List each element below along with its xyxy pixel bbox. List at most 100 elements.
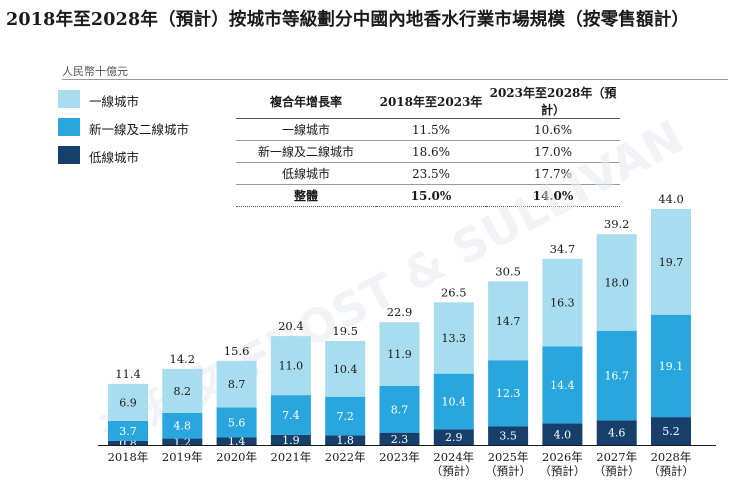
x-tick-label: 2023年: [379, 450, 420, 464]
segment-value-label: 1.8: [336, 434, 354, 447]
bar-segment-lower-tier: [596, 420, 637, 445]
bar-segment-tier1: [162, 368, 203, 413]
x-tick-label: 2022年: [325, 450, 366, 464]
segment-value-label: 1.9: [282, 434, 300, 447]
legend-label-lower-tier: 低線城市: [89, 150, 140, 165]
x-tick-label: 2026年: [542, 450, 583, 464]
cagr-value: 14.0%: [486, 184, 620, 207]
cagr-value: 18.6%: [376, 140, 486, 163]
segment-value-label: 4.8: [174, 420, 192, 433]
bar-total-label: 19.5: [332, 324, 358, 338]
bar-total-label: 14.2: [169, 352, 195, 366]
bar-segment-new-tier1-tier2: [488, 360, 529, 427]
cagr-table: 複合年增長率 2018年至2023年 2023年至2028年（預計） 一線城市 …: [236, 84, 620, 207]
segment-value-label: 2.3: [391, 433, 409, 446]
bar-segment-new-tier1-tier2: [379, 386, 420, 433]
legend-label-new-tier1-tier2: 新一線及二線城市: [89, 122, 190, 137]
x-tick-label: 2025年: [488, 450, 529, 464]
x-tick-label: （預計）: [594, 464, 640, 478]
legend-swatch-tier1: [58, 90, 80, 108]
segment-value-label: 4.0: [554, 428, 572, 441]
bar-segment-new-tier1-tier2: [216, 407, 257, 438]
segment-value-label: 8.2: [174, 385, 192, 398]
x-tick-label: 2027年: [596, 450, 637, 464]
bar-total-label: 30.5: [495, 264, 521, 278]
segment-value-label: 5.6: [228, 416, 246, 429]
cagr-value: 23.5%: [376, 162, 486, 185]
x-tick-label: 2028年: [651, 450, 692, 464]
bar-segment-new-tier1-tier2: [596, 330, 637, 421]
bar-segment-lower-tier: [162, 438, 203, 445]
segment-value-label: 6.9: [119, 396, 137, 409]
x-tick-label: 2019年: [162, 450, 203, 464]
x-tick-label: （預計）: [539, 464, 585, 478]
bar-segment-tier1: [433, 302, 474, 374]
segment-value-label: 19.7: [659, 256, 684, 269]
cagr-row-label: 一線城市: [236, 118, 376, 141]
bar-segment-tier1: [379, 322, 420, 386]
chart-title: 2018年至2028年（預計）按城市等級劃分中國內地香水行業市場規模（按零售額計…: [6, 10, 690, 30]
cagr-row-label: 整體: [236, 184, 376, 207]
bar-segment-tier1: [488, 281, 529, 361]
segment-value-label: 16.7: [604, 370, 629, 383]
segment-value-label: 10.4: [442, 396, 467, 409]
bar-total-label: 20.4: [278, 319, 304, 333]
segment-value-label: 8.7: [228, 378, 246, 391]
bar-total-label: 26.5: [441, 285, 467, 299]
bar-total-label: 44.0: [658, 192, 684, 206]
segment-value-label: 2.9: [445, 431, 463, 444]
segment-value-label: 3.7: [119, 425, 137, 438]
cagr-header-2023-2028: 2023年至2028年（預計）: [486, 84, 620, 119]
cagr-row-label: 新一線及二線城市: [236, 140, 376, 163]
bar-segment-tier1: [270, 336, 311, 396]
bar-segment-tier1: [596, 234, 637, 331]
cagr-header-2018-2023: 2018年至2023年: [376, 84, 486, 119]
unit-divider: [62, 79, 728, 80]
cagr-row-total: 整體 15.0% 14.0%: [236, 184, 620, 207]
segment-value-label: 12.3: [496, 387, 521, 400]
cagr-row-new-tier1-tier2: 新一線及二線城市 18.6% 17.0%: [236, 140, 620, 163]
bar-segment-new-tier1-tier2: [325, 396, 366, 436]
segment-value-label: 18.0: [604, 276, 629, 289]
cagr-row-lower-tier: 低線城市 23.5% 17.7%: [236, 162, 620, 185]
bar-segment-tier1: [325, 340, 366, 397]
bar-segment-tier1: [651, 209, 691, 315]
cagr-header-label: 複合年增長率: [236, 84, 376, 119]
segment-value-label: 4.6: [608, 427, 626, 440]
cagr-value: 17.0%: [486, 140, 620, 163]
segment-value-label: 5.2: [662, 425, 680, 438]
x-tick-label: （預計）: [431, 464, 477, 478]
cagr-value: 17.7%: [486, 162, 620, 185]
bar-segment-lower-tier: [379, 432, 420, 445]
bar-segment-tier1: [216, 360, 257, 408]
bar-segment-new-tier1-tier2: [542, 346, 583, 424]
x-tick-label: （預計）: [485, 464, 531, 478]
segment-value-label: 7.4: [282, 409, 300, 422]
x-tick-label: 2018年: [108, 450, 149, 464]
unit-label: 人民幣十億元: [62, 65, 128, 78]
bar-segment-lower-tier: [488, 426, 529, 445]
cagr-value: 15.0%: [376, 184, 486, 207]
cagr-row-label: 低線城市: [236, 162, 376, 185]
bar-segment-new-tier1-tier2: [270, 395, 311, 435]
segment-value-label: 14.7: [496, 315, 521, 328]
cagr-row-tier1: 一線城市 11.5% 10.6%: [236, 118, 620, 141]
x-tick-label: （預計）: [648, 464, 694, 478]
legend-swatch-new-tier1-tier2: [58, 118, 80, 136]
segment-value-label: 7.2: [336, 410, 354, 423]
segment-value-label: 16.3: [550, 297, 575, 310]
bar-total-label: 11.4: [115, 367, 141, 381]
bar-segment-tier1: [542, 258, 583, 347]
segment-value-label: 10.4: [333, 363, 358, 376]
bar-segment-lower-tier: [651, 417, 691, 445]
bar-total-label: 15.6: [224, 344, 250, 358]
bar-segment-tier1: [108, 383, 148, 421]
bar-segment-lower-tier: [108, 440, 148, 445]
segment-value-label: 1.4: [228, 435, 246, 448]
bar-segment-new-tier1-tier2: [162, 412, 203, 439]
bar-total-label: 39.2: [604, 217, 630, 231]
bar-segment-new-tier1-tier2: [108, 420, 148, 441]
segment-value-label: 11.0: [279, 360, 304, 373]
bar-segment-lower-tier: [433, 429, 474, 445]
